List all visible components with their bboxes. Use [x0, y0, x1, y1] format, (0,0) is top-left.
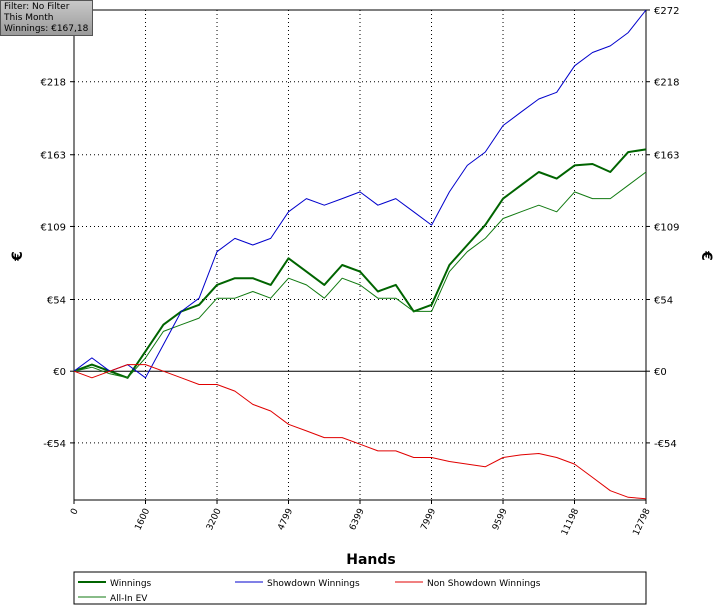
x-tick-label: 6399 — [348, 507, 367, 532]
x-tick-label: 7999 — [419, 507, 438, 532]
series-line — [73, 171, 647, 379]
y-tick-label: €163 — [41, 151, 66, 162]
y-tick-label: €0 — [53, 367, 66, 378]
series-line — [73, 364, 647, 500]
legend-label: Showdown Winnings — [267, 579, 360, 589]
x-tick-label: 1600 — [133, 507, 152, 532]
y2-tick-label: €218 — [654, 78, 679, 89]
y2-tick-label: €0 — [654, 367, 667, 378]
y2-axis-label: € — [698, 250, 714, 261]
legend-label: Non Showdown Winnings — [427, 579, 541, 589]
y2-tick-label: -€54 — [654, 439, 677, 450]
y-tick-label: -€54 — [43, 439, 66, 450]
legend-label: All-In EV — [110, 594, 148, 604]
y2-tick-label: €54 — [654, 295, 673, 306]
x-tick-label: 12798 — [632, 507, 653, 537]
y-tick-label: €218 — [41, 78, 66, 89]
y2-tick-label: €163 — [654, 151, 679, 162]
y-tick-label: €109 — [41, 222, 66, 233]
period-text: This Month — [4, 13, 54, 23]
x-tick-label: 11198 — [560, 507, 581, 537]
winnings-text: Winnings: €167,18 — [4, 24, 89, 34]
filter-text: Filter: No Filter — [4, 2, 70, 12]
x-axis-label: Hands — [346, 552, 396, 568]
y2-tick-label: €109 — [654, 222, 679, 233]
filter-info: Filter: No Filter This Month Winnings: €… — [0, 0, 93, 36]
series-line — [73, 9, 647, 379]
x-tick-label: 3200 — [205, 507, 224, 532]
y-tick-label: €54 — [47, 295, 66, 306]
legend-label: Winnings — [110, 579, 152, 589]
x-tick-label: 0 — [69, 507, 81, 517]
series-line — [73, 148, 647, 379]
x-tick-label: 4799 — [276, 507, 295, 532]
legend-box — [73, 571, 647, 605]
x-tick-label: 9599 — [491, 507, 510, 532]
y2-tick-label: €272 — [654, 6, 679, 17]
y-axis-label: € — [10, 251, 26, 262]
